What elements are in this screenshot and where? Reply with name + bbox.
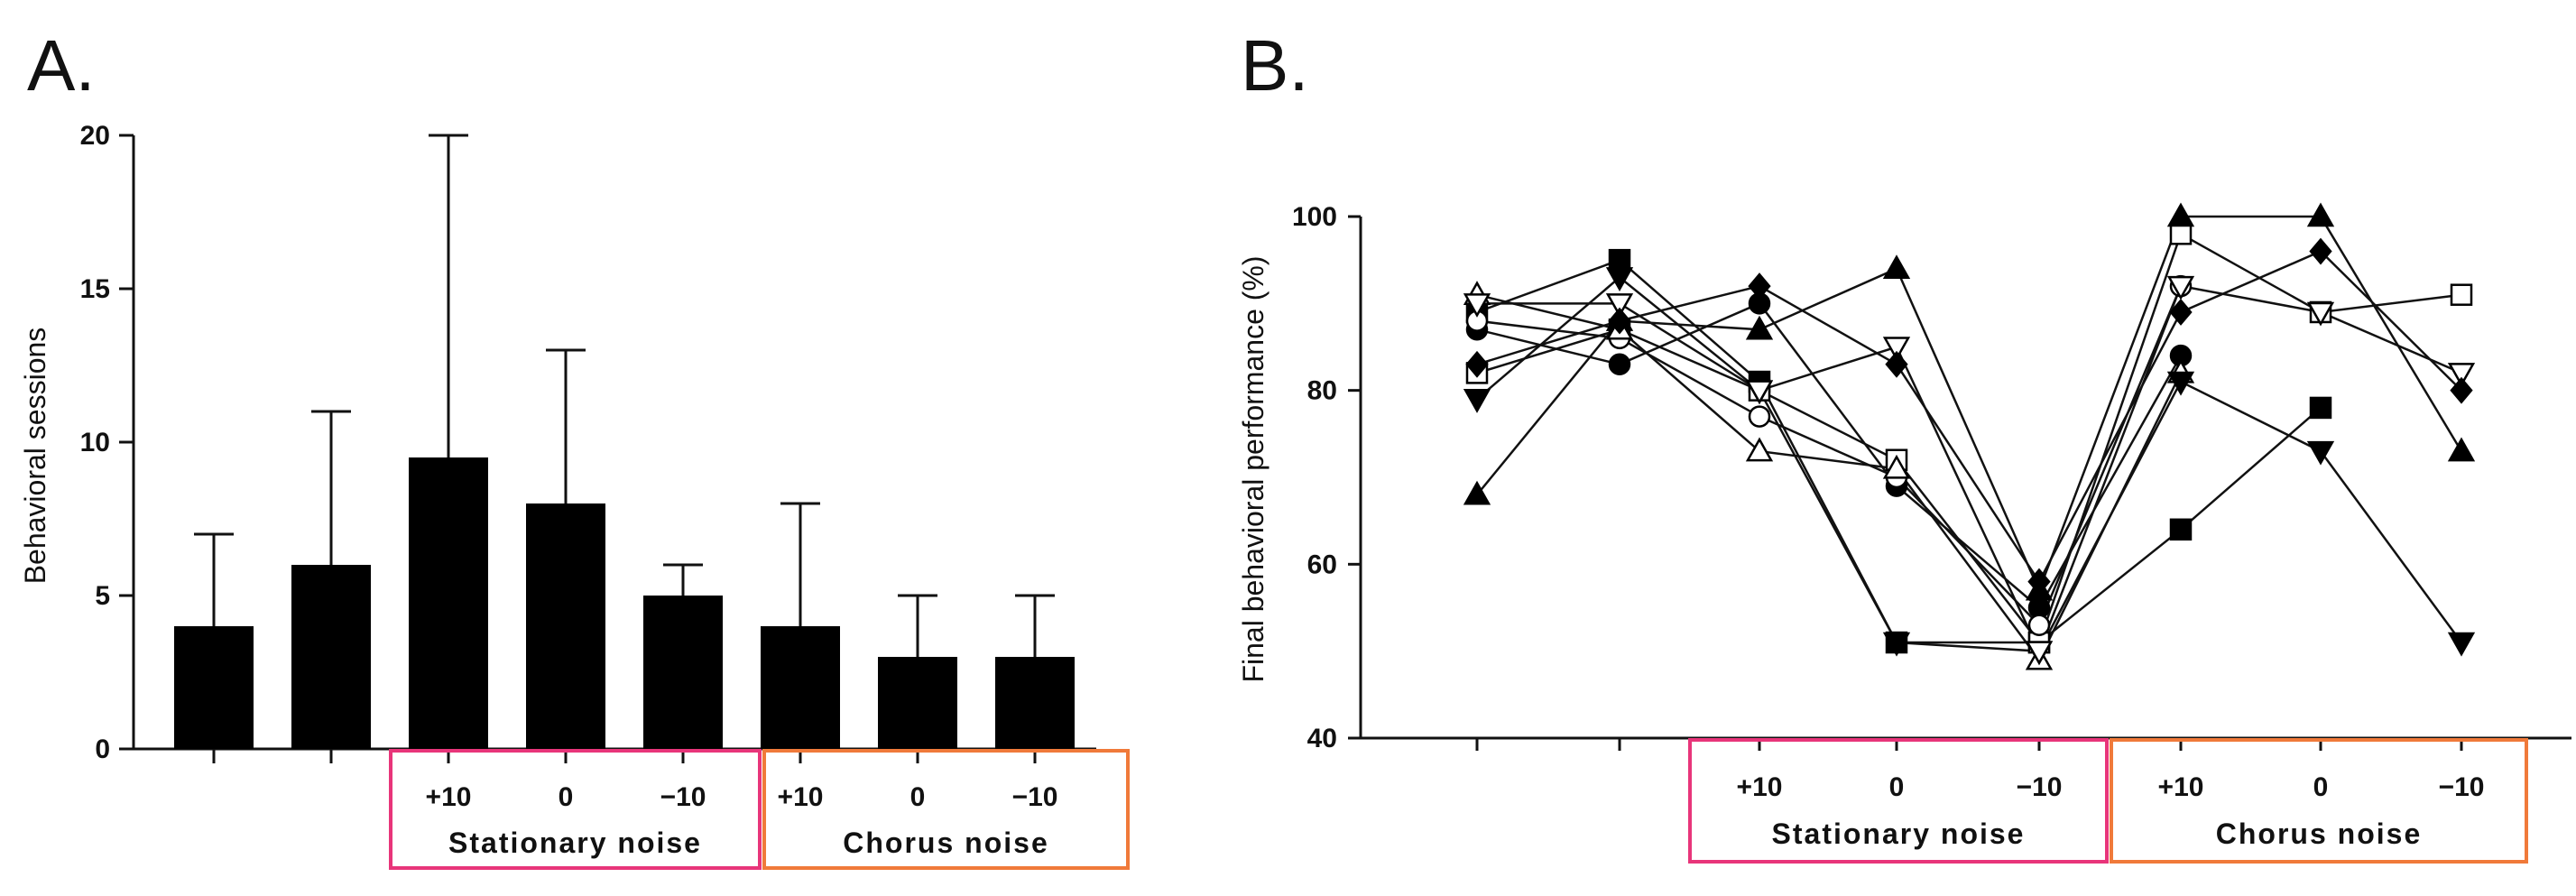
panel-b: B. Final behavioral performance (%) 40 60…	[1237, 25, 2571, 864]
panel-b-y-tick-label: 40	[1307, 724, 1337, 753]
data-point-filled-triangle	[1463, 480, 1491, 505]
panel-b-x-tick-label: −10	[2017, 772, 2063, 802]
panel-a-bar	[526, 503, 605, 749]
panel-a-x-tick-label: +10	[778, 782, 824, 812]
data-point-filled-inverted-triangle	[2306, 440, 2335, 466]
data-point-filled-diamond	[2309, 237, 2332, 265]
data-point-filled-inverted-triangle	[1882, 632, 1911, 657]
data-point-filled-triangle	[1745, 315, 1774, 340]
data-point-open-circle	[1748, 405, 1771, 428]
data-point-filled-diamond	[1748, 272, 1771, 300]
panel-a-group-box	[389, 749, 762, 870]
data-point-filled-inverted-triangle	[2166, 371, 2195, 396]
data-point-open-inverted-triangle	[1605, 293, 1634, 318]
panel-b-y-axis-title: Final behavioral performance (%)	[1237, 255, 1270, 682]
panel-b-y-tick-label: 100	[1292, 202, 1337, 232]
panel-b-lines	[1476, 215, 2463, 662]
panel-b-x-tick-label: 0	[1889, 772, 1905, 802]
series-line-filled-inverted-triangle	[1476, 275, 2463, 652]
panel-a-x-tick-label: −10	[660, 782, 706, 812]
panel-a-x-axis: +10 0 −10 +10 0 −10	[134, 747, 1096, 812]
data-point-filled-inverted-triangle	[2447, 632, 2476, 657]
panel-b-label: B.	[1241, 25, 1309, 106]
panel-a-y-tick-label: 20	[80, 121, 110, 151]
data-point-filled-square	[2309, 396, 2332, 420]
panel-a-x-tick-label: +10	[426, 782, 472, 812]
series-line-open-circle	[1476, 285, 2183, 628]
panel-a-x-tick-label: 0	[910, 782, 926, 812]
panel-b-group-label: Stationary noise	[1772, 817, 2026, 850]
panel-a-bar	[995, 657, 1075, 749]
data-point-filled-inverted-triangle	[1463, 389, 1491, 413]
panel-b-groups: Stationary noise Chorus noise	[1688, 738, 2528, 864]
panel-b-x-tick-label: 0	[2313, 772, 2329, 802]
data-point-open-inverted-triangle	[2166, 275, 2195, 300]
panel-a-y-tick-label: 15	[80, 274, 110, 304]
data-point-open-inverted-triangle	[1745, 380, 1774, 405]
data-point-filled-triangle	[2306, 202, 2335, 227]
data-point-open-circle	[2027, 614, 2051, 637]
data-point-filled-diamond	[1608, 307, 1631, 335]
data-point-filled-triangle	[1882, 254, 1911, 280]
panel-b-group-box	[1688, 738, 2109, 864]
panel-b-y-axis: 40 60 80 100	[1292, 202, 1362, 753]
panel-a-bar	[643, 596, 723, 749]
panel-b-markers	[1463, 202, 2476, 670]
panel-a-y-tick-label: 0	[95, 734, 110, 764]
series-line-filled-diamond	[1476, 250, 2462, 585]
panel-a-bar	[291, 565, 371, 749]
data-point-open-square	[2450, 283, 2473, 306]
panel-a-bar	[761, 626, 840, 749]
panel-a-x-tick-label: −10	[1012, 782, 1058, 812]
panel-a-y-axis-title: Behavioral sessions	[19, 328, 51, 585]
panel-a-group-box	[762, 749, 1130, 870]
series-line-open-triangle	[1476, 293, 2183, 662]
series-line-filled-circle	[1476, 301, 2183, 610]
panel-b-y-tick-label: 60	[1307, 550, 1337, 579]
panel-a-group-label: Chorus noise	[843, 827, 1048, 859]
data-point-filled-square	[2169, 518, 2193, 541]
panel-a-y-tick-label: 10	[80, 428, 110, 457]
data-point-open-triangle	[1882, 454, 1911, 479]
panel-b-y-tick-label: 80	[1307, 376, 1337, 406]
panel-a-group-label: Stationary noise	[448, 827, 702, 859]
panel-a-bar	[878, 657, 957, 749]
panel-a-y-axis: 0 5 10 15 20	[80, 121, 135, 764]
panel-a-bar	[409, 457, 488, 749]
panel-b-x-tick-label: −10	[2439, 772, 2485, 802]
data-point-open-inverted-triangle	[2306, 301, 2335, 327]
series-line-open-inverted-triangle	[1477, 284, 2462, 654]
data-point-filled-triangle	[2447, 437, 2476, 462]
panel-a-label: A.	[27, 25, 96, 106]
data-point-filled-diamond	[1885, 350, 1908, 378]
data-point-filled-circle	[1608, 353, 1631, 376]
data-point-filled-diamond	[2450, 376, 2473, 404]
panel-b-group-box	[2110, 738, 2528, 864]
data-point-open-triangle	[1745, 437, 1774, 462]
panel-a-groups: Stationary noise Chorus noise	[389, 749, 1130, 870]
panel-a-bars	[174, 134, 1075, 749]
panel-b-x-axis: +10 0 −10 +10 0 −10	[1361, 736, 2571, 802]
series-line-filled-triangle	[1476, 215, 2463, 594]
data-point-filled-diamond	[1465, 350, 1489, 378]
data-point-filled-diamond	[2169, 299, 2193, 326]
data-point-open-inverted-triangle	[1463, 293, 1491, 318]
data-point-filled-triangle	[2166, 202, 2195, 227]
data-point-filled-diamond	[2027, 568, 2051, 596]
panel-b-x-tick-label: +10	[1737, 772, 1783, 802]
data-point-filled-square	[1608, 248, 1631, 272]
panel-a-y-tick-label: 5	[95, 581, 110, 611]
data-point-open-inverted-triangle	[2447, 363, 2476, 387]
data-point-open-square	[2169, 223, 2193, 245]
data-point-open-inverted-triangle	[2025, 641, 2054, 666]
data-point-open-inverted-triangle	[1882, 337, 1911, 362]
panel-b-x-tick-label: +10	[2158, 772, 2204, 802]
panel-a-x-tick-label: 0	[559, 782, 574, 812]
panel-a-bar	[174, 626, 254, 749]
panel-b-group-label: Chorus noise	[2216, 817, 2422, 850]
data-point-filled-inverted-triangle	[1605, 267, 1634, 291]
